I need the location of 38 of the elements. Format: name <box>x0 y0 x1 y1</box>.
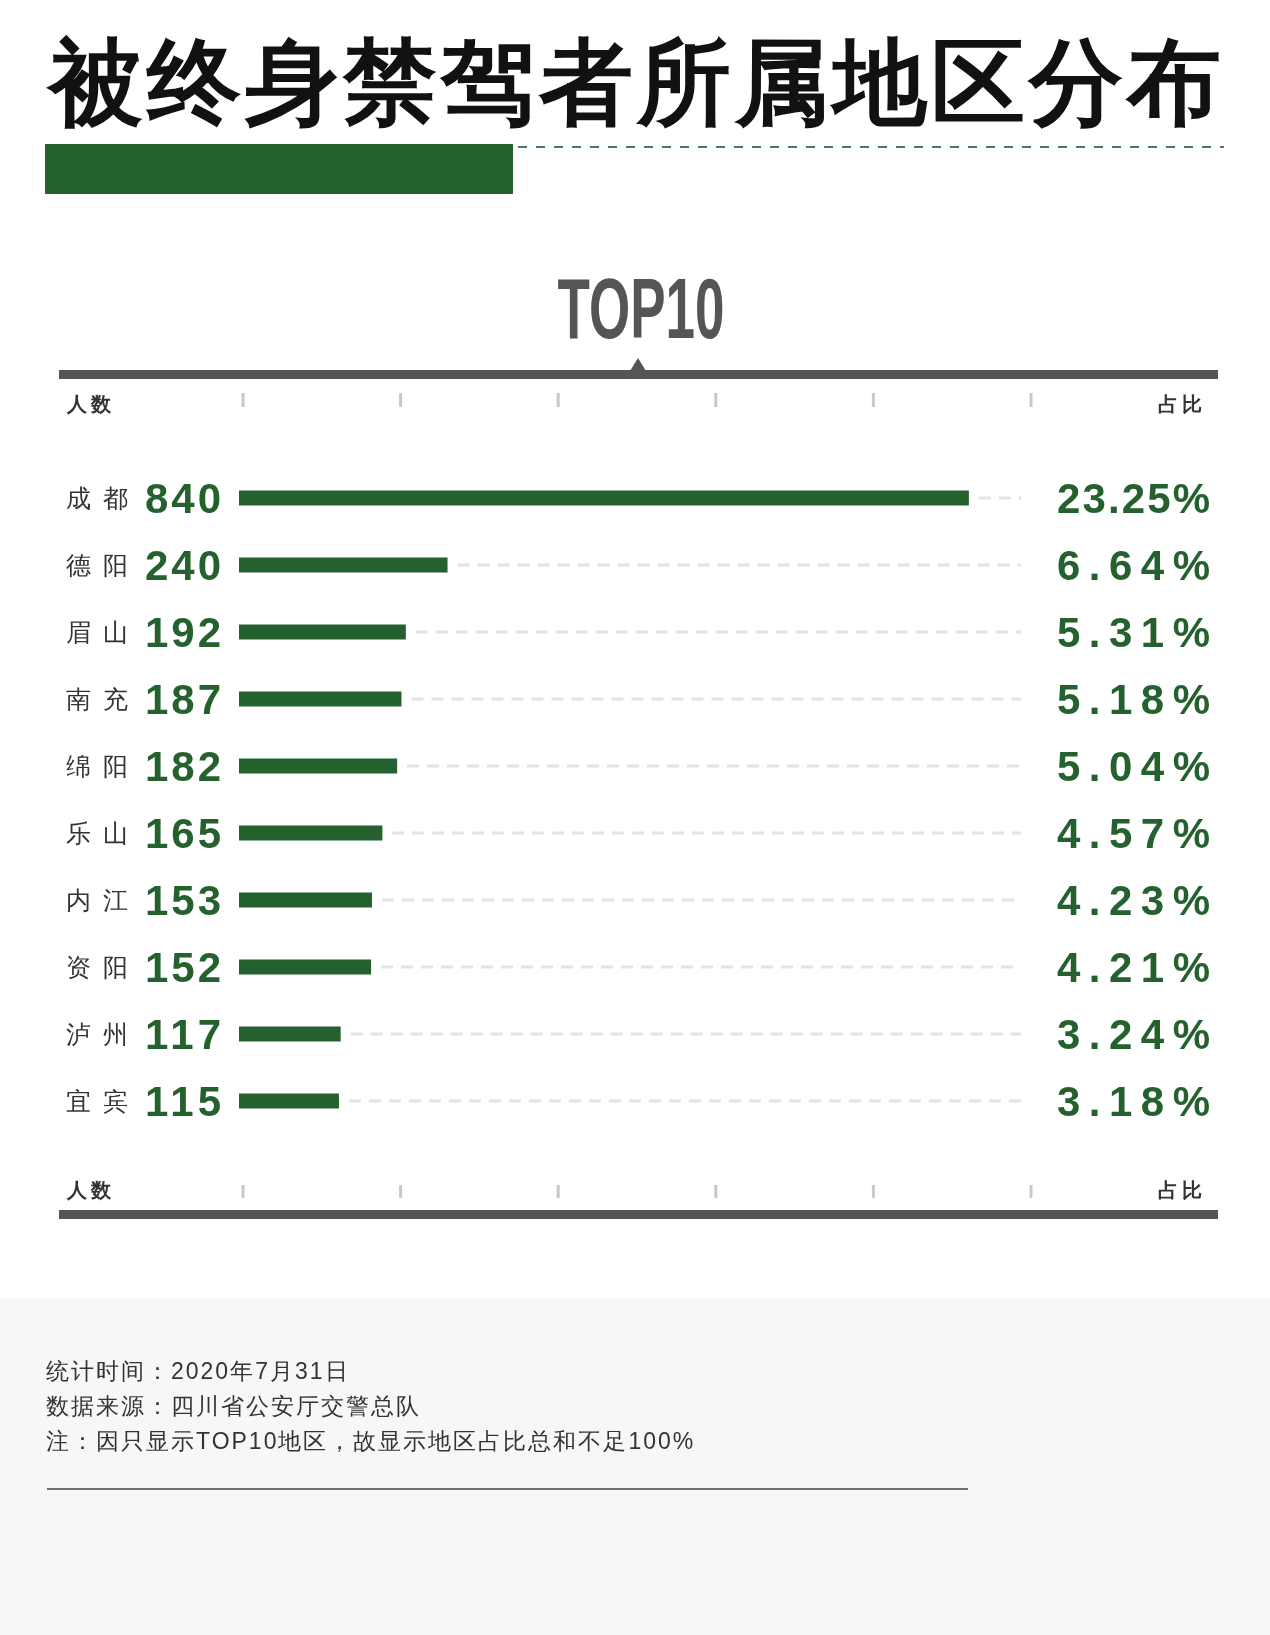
share-label: 4.21% <box>1057 944 1210 992</box>
category-label: 眉山 <box>66 618 128 646</box>
data-label: 182 <box>145 743 221 791</box>
data-label: 152 <box>145 944 221 992</box>
data-label: 117 <box>145 1011 221 1059</box>
share-label: 23.25% <box>1057 475 1210 523</box>
data-label: 187 <box>145 676 221 724</box>
column-header: 占比 <box>1158 393 1206 415</box>
data-label: 115 <box>145 1078 221 1126</box>
share-label: 4.23% <box>1057 877 1210 925</box>
subtitle: TOP10 <box>557 261 725 356</box>
data-label: 192 <box>145 609 221 657</box>
share-label: 3.24% <box>1057 1011 1210 1059</box>
share-label: 6.64% <box>1057 542 1210 590</box>
category-label: 德阳 <box>66 551 128 579</box>
category-label: 乐山 <box>66 819 128 847</box>
note: 数据来源：四川省公安厅交警总队 <box>46 1393 421 1419</box>
data-label: 165 <box>145 810 221 858</box>
column-header: 占比 <box>1158 1179 1206 1201</box>
category-label: 资阳 <box>66 953 128 981</box>
share-label: 5.31% <box>1057 609 1210 657</box>
note: 注：因只显示TOP10地区，故显示地区占比总和不足100% <box>46 1428 696 1454</box>
category-label: 泸州 <box>66 1020 128 1048</box>
data-label: 840 <box>145 475 221 523</box>
category-label: 成都 <box>66 484 128 512</box>
category-label: 内江 <box>66 886 128 914</box>
category-label: 绵阳 <box>66 752 128 780</box>
axis-label: 人数 <box>67 393 115 415</box>
note: 统计时间：2020年7月31日 <box>46 1358 350 1384</box>
axis-label: 人数 <box>67 1179 115 1201</box>
data-label: 240 <box>145 542 221 590</box>
share-label: 3.18% <box>1057 1078 1210 1126</box>
data-label: 153 <box>145 877 221 925</box>
category-label: 南充 <box>66 685 128 713</box>
share-label: 4.57% <box>1057 810 1210 858</box>
share-label: 5.18% <box>1057 676 1210 724</box>
share-label: 5.04% <box>1057 743 1210 791</box>
category-label: 宜宾 <box>66 1087 128 1115</box>
